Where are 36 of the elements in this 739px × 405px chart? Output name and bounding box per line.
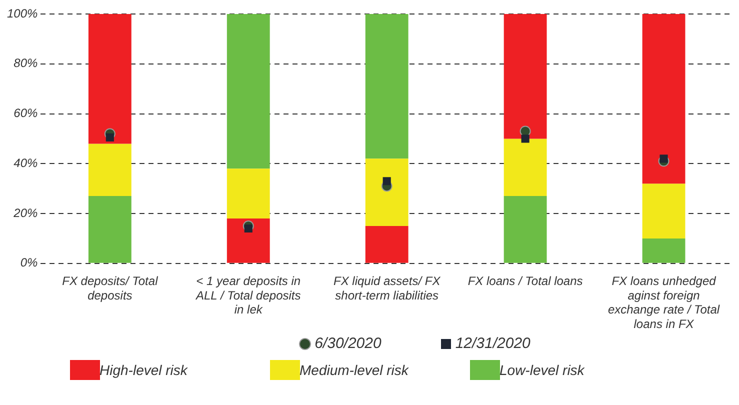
bar xyxy=(642,238,686,263)
bar xyxy=(365,14,408,159)
bar xyxy=(642,184,686,238)
bar xyxy=(226,14,270,169)
point xyxy=(106,133,114,142)
x-tick-label: FX deposits/ Total deposits xyxy=(62,274,158,302)
bar xyxy=(226,168,270,219)
bar xyxy=(504,196,547,263)
legend-label: 12/31/2020 xyxy=(455,335,530,352)
bar xyxy=(642,14,686,184)
y-tick-label: 60% xyxy=(14,106,38,120)
bar xyxy=(88,144,132,196)
point xyxy=(660,154,668,163)
legend-label: High-level risk xyxy=(100,362,188,378)
bar xyxy=(365,226,408,263)
bar xyxy=(504,14,547,139)
bar xyxy=(504,138,547,196)
legend-label: Low-level risk xyxy=(500,362,584,378)
point xyxy=(382,177,391,186)
y-tick-label: 20% xyxy=(12,206,38,220)
point xyxy=(521,134,530,143)
y-tick-label: 0% xyxy=(20,256,38,270)
y-tick-label: 40% xyxy=(14,156,38,170)
x-tick-label: FX liquid assets/ FX short-term liabilities xyxy=(333,274,442,302)
x-tick-label: FX loans unhedged aginst foreign exchange rate / Total loans in FX xyxy=(608,274,720,332)
y-tick-label: 100% xyxy=(6,6,38,20)
legend-label: 6/30/2020 xyxy=(314,335,382,352)
bar xyxy=(365,158,408,226)
x-tick-label: FX loans / Total loans xyxy=(468,274,583,288)
bar xyxy=(88,196,132,263)
point xyxy=(244,224,252,233)
x-tick-label: < 1 year deposits in ALL / Total deposits in lek xyxy=(195,274,301,317)
bar xyxy=(226,218,270,263)
bar xyxy=(88,14,132,144)
y-tick-label: 80% xyxy=(14,56,38,70)
legend-label: Medium-level risk xyxy=(300,362,408,378)
